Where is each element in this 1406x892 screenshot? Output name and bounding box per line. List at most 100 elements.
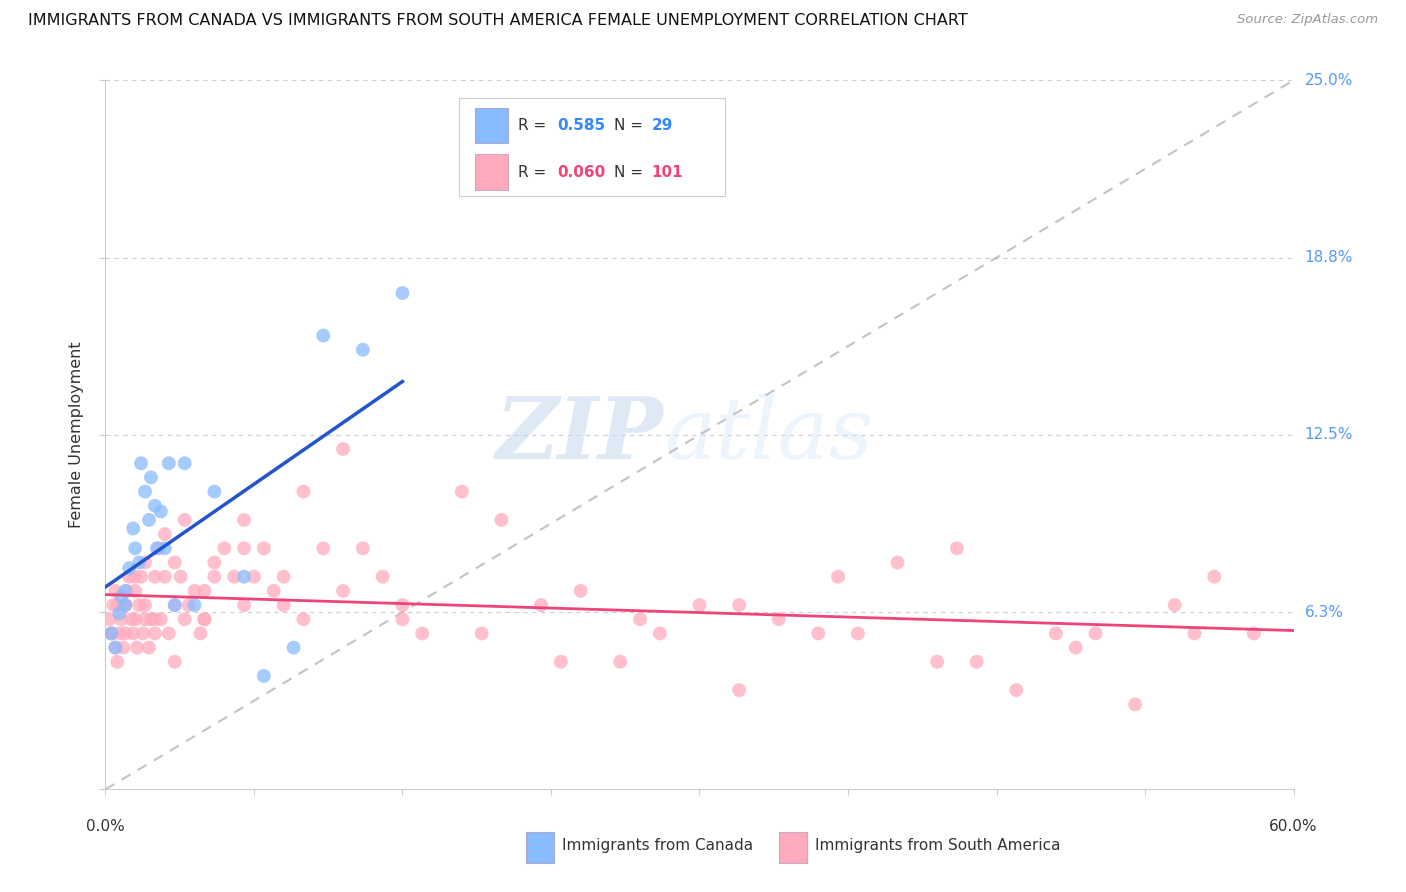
Point <box>391 598 413 612</box>
Text: ZIP: ZIP <box>496 393 664 476</box>
Point <box>312 328 335 343</box>
Point <box>609 655 631 669</box>
Point <box>110 612 132 626</box>
Point <box>846 626 869 640</box>
Point <box>103 598 125 612</box>
Point <box>391 285 413 300</box>
Point <box>105 598 128 612</box>
Point <box>114 598 136 612</box>
Point <box>233 570 256 584</box>
Text: R =: R = <box>517 118 547 133</box>
Point <box>352 541 374 556</box>
Point <box>146 541 169 556</box>
Point <box>648 626 671 640</box>
Point <box>827 570 849 584</box>
Point <box>157 456 180 470</box>
Point <box>530 598 553 612</box>
Point <box>193 612 215 626</box>
Point <box>332 583 354 598</box>
Point <box>163 556 186 570</box>
Point <box>149 504 172 518</box>
Point <box>1243 626 1265 640</box>
Point <box>115 583 138 598</box>
Point <box>689 598 711 612</box>
Point <box>118 570 141 584</box>
Point <box>1064 640 1087 655</box>
Text: N =: N = <box>614 165 643 179</box>
Point <box>173 456 195 470</box>
Point <box>177 598 200 612</box>
Point <box>283 640 305 655</box>
Point <box>163 598 186 612</box>
Text: N =: N = <box>614 118 643 133</box>
Point <box>143 570 166 584</box>
Point <box>224 570 246 584</box>
Point <box>471 626 494 640</box>
Point <box>124 612 146 626</box>
Point <box>1184 626 1206 640</box>
Text: Immigrants from South America: Immigrants from South America <box>815 838 1062 853</box>
Point <box>202 570 225 584</box>
Point <box>124 583 146 598</box>
Point <box>114 598 136 612</box>
Point <box>292 612 315 626</box>
Point <box>114 626 136 640</box>
Point <box>411 626 433 640</box>
Point <box>124 541 146 556</box>
Point <box>128 556 150 570</box>
Text: Immigrants from Canada: Immigrants from Canada <box>562 838 754 853</box>
Point <box>105 655 128 669</box>
Point <box>122 626 145 640</box>
Point <box>118 561 141 575</box>
Point <box>108 626 131 640</box>
Point <box>233 598 256 612</box>
Point <box>104 640 127 655</box>
Text: 12.5%: 12.5% <box>1305 427 1353 442</box>
Point <box>132 626 155 640</box>
Point <box>157 626 180 640</box>
Point <box>163 598 186 612</box>
Text: 60.0%: 60.0% <box>1270 820 1317 834</box>
Point <box>100 626 122 640</box>
Point <box>263 583 285 598</box>
Text: 101: 101 <box>652 165 683 179</box>
Point <box>114 583 136 598</box>
Point <box>108 607 131 621</box>
Point <box>139 612 162 626</box>
Point <box>143 499 166 513</box>
Text: 0.585: 0.585 <box>558 118 606 133</box>
Point <box>1204 570 1226 584</box>
Point <box>134 612 156 626</box>
Text: 18.8%: 18.8% <box>1305 250 1353 265</box>
Point <box>143 612 166 626</box>
Point <box>886 556 908 570</box>
Point <box>120 612 142 626</box>
Point <box>233 541 256 556</box>
Point <box>163 655 186 669</box>
Point <box>312 541 335 556</box>
Point <box>193 612 215 626</box>
Point <box>153 541 176 556</box>
Point <box>148 541 170 556</box>
Point <box>1005 683 1028 698</box>
Point <box>183 598 205 612</box>
Point <box>143 626 166 640</box>
Point <box>243 570 266 584</box>
Point <box>253 669 276 683</box>
Point <box>98 612 121 626</box>
Point <box>124 570 146 584</box>
Point <box>190 626 212 640</box>
Point <box>202 484 225 499</box>
Point <box>110 590 132 604</box>
Point <box>966 655 988 669</box>
Point <box>138 640 160 655</box>
Text: IMMIGRANTS FROM CANADA VS IMMIGRANTS FROM SOUTH AMERICA FEMALE UNEMPLOYMENT CORR: IMMIGRANTS FROM CANADA VS IMMIGRANTS FRO… <box>28 13 967 29</box>
Point <box>100 626 122 640</box>
Point <box>807 626 830 640</box>
Text: 25.0%: 25.0% <box>1305 73 1353 87</box>
Point <box>138 513 160 527</box>
Point <box>946 541 969 556</box>
Point <box>628 612 651 626</box>
Point <box>129 570 152 584</box>
Text: 0.060: 0.060 <box>558 165 606 179</box>
